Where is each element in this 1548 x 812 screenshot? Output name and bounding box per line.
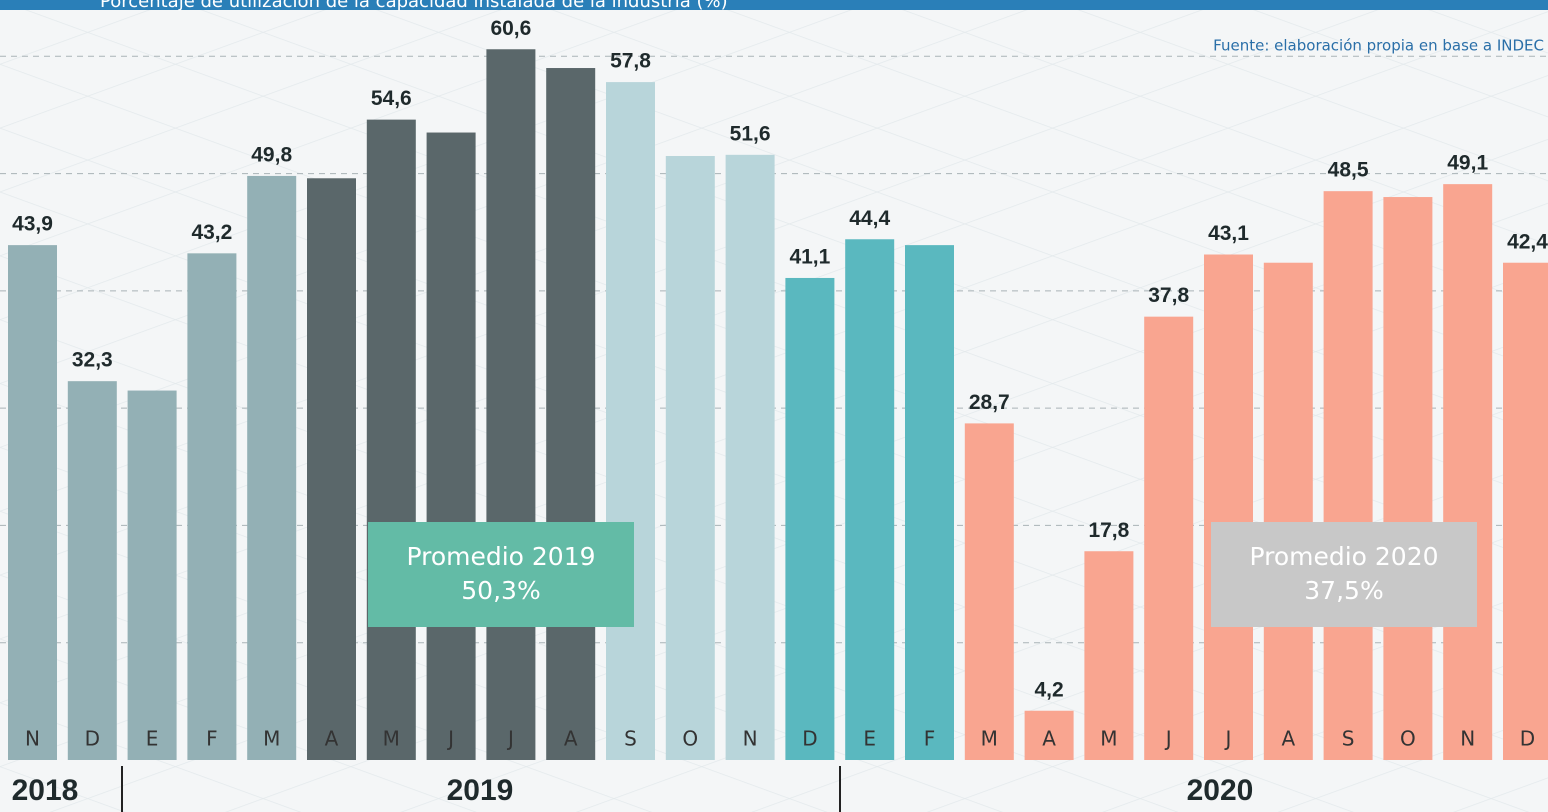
bar bbox=[1024, 710, 1074, 760]
value-label: 37,8 bbox=[1148, 284, 1189, 307]
bar bbox=[1144, 316, 1194, 760]
year-label: 2018 bbox=[12, 774, 79, 807]
bar bbox=[905, 245, 954, 760]
bar bbox=[426, 132, 476, 760]
x-tick-label: J bbox=[1224, 727, 1232, 751]
bar bbox=[127, 390, 177, 760]
bar bbox=[1204, 254, 1253, 761]
value-label: 57,8 bbox=[610, 50, 651, 73]
value-label: 41,1 bbox=[789, 246, 830, 269]
x-tick-label: D bbox=[85, 727, 100, 751]
chart-title: Porcentaje de utilización de la capacida… bbox=[100, 0, 728, 12]
value-label: 44,4 bbox=[849, 207, 890, 230]
bar bbox=[1503, 262, 1548, 760]
x-tick-label: O bbox=[1400, 727, 1416, 751]
value-label: 43,1 bbox=[1208, 222, 1249, 245]
bar bbox=[964, 423, 1014, 760]
annotation-box bbox=[368, 522, 634, 627]
value-label: 49,1 bbox=[1447, 152, 1488, 175]
x-tick-label: J bbox=[506, 727, 514, 751]
x-tick-label: M bbox=[1100, 727, 1117, 751]
value-label: 42,4 bbox=[1507, 230, 1548, 253]
value-label: 54,6 bbox=[371, 87, 412, 110]
bar bbox=[546, 68, 596, 761]
bar bbox=[486, 49, 536, 760]
year-label: 2020 bbox=[1187, 774, 1254, 807]
bar bbox=[1323, 191, 1373, 760]
bar bbox=[785, 277, 835, 760]
title-bar bbox=[0, 0, 1548, 10]
bar bbox=[845, 239, 895, 760]
x-tick-label: M bbox=[981, 727, 998, 751]
value-label: 43,9 bbox=[12, 213, 53, 236]
bar bbox=[1084, 551, 1134, 760]
bar bbox=[1443, 184, 1493, 760]
value-label: 48,5 bbox=[1328, 159, 1369, 182]
bar bbox=[1263, 262, 1313, 760]
x-tick-label: N bbox=[1460, 727, 1475, 751]
value-label: 43,2 bbox=[191, 221, 232, 244]
x-tick-label: A bbox=[325, 727, 339, 751]
bar bbox=[725, 154, 775, 760]
bar bbox=[665, 155, 715, 760]
annotation-text: Promedio 2020 bbox=[1249, 542, 1438, 571]
value-label: 51,6 bbox=[730, 122, 771, 145]
x-tick-label: S bbox=[624, 727, 637, 751]
year-label: 2019 bbox=[447, 774, 514, 807]
x-tick-label: E bbox=[146, 727, 159, 751]
x-tick-label: O bbox=[682, 727, 698, 751]
x-tick-label: A bbox=[564, 727, 578, 751]
x-tick-label: A bbox=[1281, 727, 1295, 751]
bar bbox=[366, 119, 416, 760]
x-tick-label: F bbox=[206, 727, 218, 751]
annotation-text: 50,3% bbox=[461, 576, 540, 605]
x-tick-label: S bbox=[1342, 727, 1355, 751]
value-label: 28,7 bbox=[969, 391, 1010, 414]
source: Fuente: elaboración propia en base a IND… bbox=[1213, 37, 1544, 55]
x-tick-label: N bbox=[743, 727, 758, 751]
annotation-text: Promedio 2019 bbox=[406, 542, 595, 571]
x-tick-label: N bbox=[25, 727, 40, 751]
x-tick-label: D bbox=[802, 727, 817, 751]
annotation-text: 37,5% bbox=[1304, 576, 1383, 605]
value-label: 4,2 bbox=[1034, 678, 1063, 701]
bar bbox=[8, 245, 57, 760]
x-tick-label: A bbox=[1042, 727, 1056, 751]
x-tick-label: M bbox=[263, 727, 280, 751]
bar bbox=[1383, 197, 1433, 760]
bar bbox=[606, 82, 655, 761]
x-tick-label: J bbox=[446, 727, 454, 751]
value-label: 60,6 bbox=[490, 17, 531, 40]
bar bbox=[187, 253, 237, 761]
value-label: 17,8 bbox=[1088, 519, 1129, 542]
value-label: 32,3 bbox=[72, 349, 113, 372]
x-tick-label: D bbox=[1520, 727, 1535, 751]
bar bbox=[67, 381, 117, 760]
bar bbox=[307, 178, 356, 760]
x-tick-label: F bbox=[924, 727, 936, 751]
x-tick-label: E bbox=[863, 727, 876, 751]
bar bbox=[247, 175, 297, 761]
x-tick-label: M bbox=[383, 727, 400, 751]
x-tick-label: J bbox=[1164, 727, 1172, 751]
value-label: 49,8 bbox=[251, 143, 292, 166]
annotation-box bbox=[1211, 522, 1477, 627]
